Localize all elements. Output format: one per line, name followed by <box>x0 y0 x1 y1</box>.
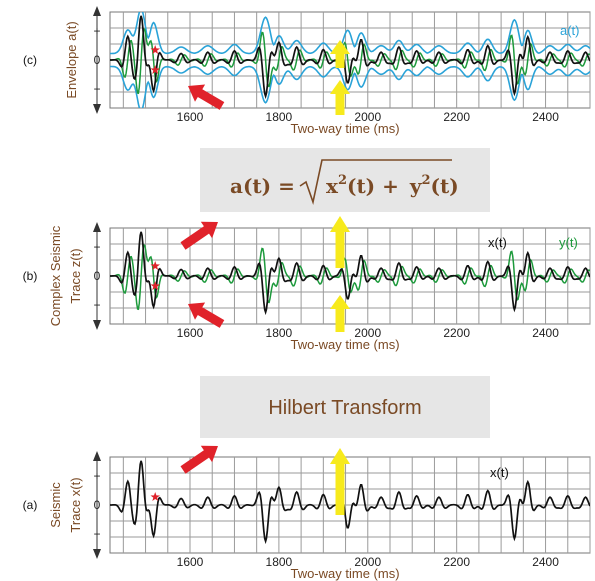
curves-clip <box>110 231 590 316</box>
red-arrow-down-left <box>188 84 225 110</box>
yellow-arrow-up <box>330 80 350 115</box>
x-axis-label: Two-way time (ms) <box>290 337 399 352</box>
x-tick-label: 1800 <box>266 110 293 124</box>
envelope-lower-curve <box>110 65 590 108</box>
formula-term2-exp: 2 <box>421 173 430 188</box>
x-tick-label: 2400 <box>532 110 559 124</box>
formula-box: a(t) = x2(t) + y2(t) <box>200 148 490 212</box>
formula-term1-exp: 2 <box>338 173 347 188</box>
y-axis-label: Envelope a(t) <box>64 21 79 98</box>
y-tick-label: + <box>93 240 100 254</box>
x-tick-label: 2200 <box>443 110 470 124</box>
x-tick-label: 1600 <box>177 555 204 569</box>
curve-label: x(t) <box>490 465 509 480</box>
x-axis-label: Two-way time (ms) <box>290 121 399 136</box>
x-axis-label: Two-way time (ms) <box>290 566 399 581</box>
y-axis-label: Complex Seismic <box>48 225 63 326</box>
seismic-trace-curve <box>110 231 590 316</box>
x-tick-label: 2000 <box>354 326 381 340</box>
red-arrow-up-right <box>180 445 218 474</box>
seismic-trace-curve <box>110 460 590 545</box>
x-tick-label: 1800 <box>266 326 293 340</box>
svg-text:a(t) =: a(t) = <box>230 174 295 198</box>
yellow-arrow-up <box>330 295 350 332</box>
red-arrow-down-left <box>188 302 225 328</box>
y-axis-arrow-down <box>93 549 101 559</box>
y-axis-label: Trace x(t) <box>68 477 83 532</box>
formula-lhs: a(t) = <box>230 174 295 198</box>
x-tick-label: 1800 <box>266 555 293 569</box>
x-tick-label: 1600 <box>177 326 204 340</box>
yellow-arrow-up <box>330 40 350 68</box>
y-axis-arrow-up <box>93 451 101 461</box>
panel-c: +0 − 1600 1800 2000 2200 2400 Two-way time (ms)… <box>23 6 591 136</box>
y-axis-label: Trace z(t) <box>68 248 83 303</box>
y-tick-label: + <box>93 469 100 483</box>
formula-term1-arg: (t) + <box>347 174 399 198</box>
yellow-arrow-up <box>330 216 350 268</box>
hilbert-transform-box: Hilbert Transform <box>200 376 490 438</box>
panel-b: +0 − 1600 1800 2000 2200 2400 Two-way time (ms)… <box>23 222 591 352</box>
y-tick-label: 0 <box>94 498 101 512</box>
y-axis-arrow-up <box>93 6 101 16</box>
y-axis-arrow-down <box>93 104 101 114</box>
seismic-trace-curve <box>110 15 590 100</box>
y-axis-label: Seismic <box>48 482 63 528</box>
x-tick-label: 2000 <box>354 110 381 124</box>
y-tick-label: − <box>93 527 100 541</box>
arrows-layer <box>180 40 350 515</box>
panel-letter: (a) <box>23 498 38 512</box>
red-star-marker <box>150 281 160 290</box>
red-star-marker <box>150 261 160 270</box>
yellow-arrow-up <box>330 448 350 515</box>
curve-label: y(t) <box>559 235 578 250</box>
curves-clip <box>110 12 590 108</box>
red-star-marker <box>150 492 160 501</box>
sqrt-sign <box>299 159 452 205</box>
y-tick-label: 0 <box>94 53 101 67</box>
y-tick-label: − <box>93 82 100 96</box>
y-tick-label: 0 <box>94 269 101 283</box>
red-arrow-up-right <box>180 221 218 250</box>
y-axis-arrow-up <box>93 222 101 232</box>
x-tick-label: 2200 <box>443 555 470 569</box>
panel-letter: (c) <box>23 53 37 67</box>
red-star-marker <box>150 45 160 54</box>
red-star-marker <box>150 65 160 74</box>
curve-label: a(t) <box>560 23 580 38</box>
hilbert-transform-label: Hilbert Transform <box>268 397 421 419</box>
formula-term2-base: y <box>409 174 423 198</box>
x-tick-label: 1600 <box>177 110 204 124</box>
curves-clip <box>110 460 590 545</box>
x-tick-label: 2200 <box>443 326 470 340</box>
x-tick-label: 2000 <box>354 555 381 569</box>
panel-letter: (b) <box>23 269 38 283</box>
envelope-upper-curve <box>110 12 590 55</box>
curve-label: x(t) <box>488 235 507 250</box>
formula-term2-arg: (t) <box>431 174 459 198</box>
formula-term1-base: x <box>326 174 339 198</box>
panel-a: +0 − 1600 1800 2000 2200 2400 Two-way time (ms)… <box>23 451 591 581</box>
y-tick-label: − <box>93 298 100 312</box>
y-axis-arrow-down <box>93 320 101 330</box>
x-tick-label: 2400 <box>532 326 559 340</box>
x-tick-label: 2400 <box>532 555 559 569</box>
y-tick-label: + <box>93 24 100 38</box>
svg-text:x2(t) + y2(t): x2(t) + y2(t) <box>326 173 459 198</box>
